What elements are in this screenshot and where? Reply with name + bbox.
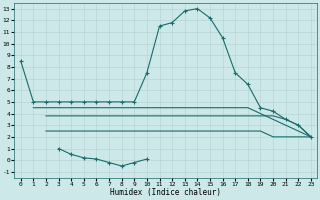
X-axis label: Humidex (Indice chaleur): Humidex (Indice chaleur) bbox=[110, 188, 221, 197]
